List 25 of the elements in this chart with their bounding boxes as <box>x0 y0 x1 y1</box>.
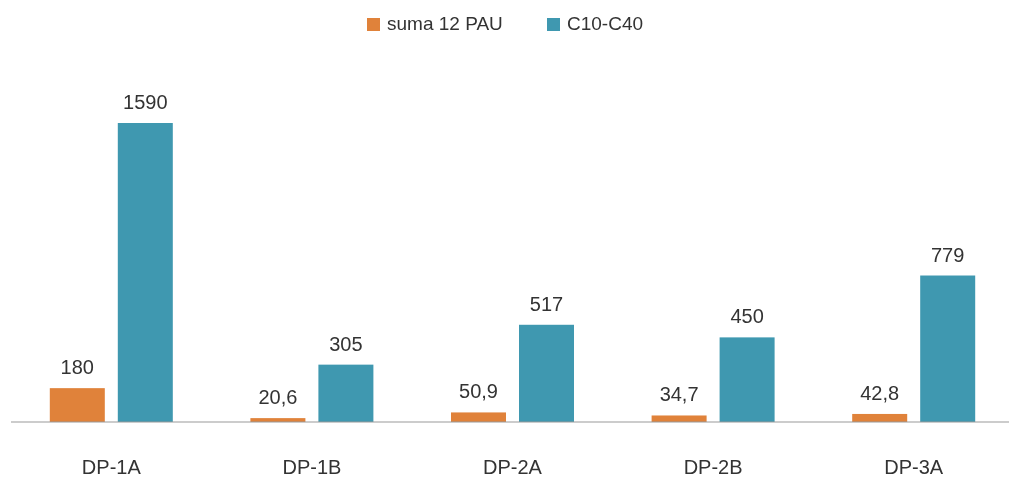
bar <box>117 123 173 422</box>
bar <box>651 415 707 422</box>
legend-label: C10-C40 <box>567 13 644 34</box>
legend-label: suma 12 PAU <box>387 13 503 34</box>
bar <box>519 324 574 422</box>
bar <box>49 388 105 422</box>
data-label: 42,8 <box>860 381 900 404</box>
data-label: 517 <box>529 292 564 315</box>
data-label: 1590 <box>123 91 168 113</box>
x-tick-label: DP-1A <box>81 456 142 477</box>
bar <box>920 275 976 422</box>
x-tick-label: DP-1B <box>282 456 342 477</box>
bar <box>318 364 374 422</box>
data-label: 450 <box>730 305 764 328</box>
data-label: 305 <box>329 332 363 355</box>
data-label: 779 <box>931 243 965 266</box>
x-tick-label: DP-2B <box>683 456 743 477</box>
bar <box>451 412 506 422</box>
data-label: 180 <box>60 356 94 379</box>
data-label: 50,9 <box>459 380 498 403</box>
x-tick-label: DP-2A <box>483 456 543 477</box>
data-label: 34,7 <box>659 383 699 406</box>
x-tick-label: DP-3A <box>884 456 944 477</box>
bar <box>719 337 775 422</box>
data-label: 20,6 <box>258 386 298 409</box>
